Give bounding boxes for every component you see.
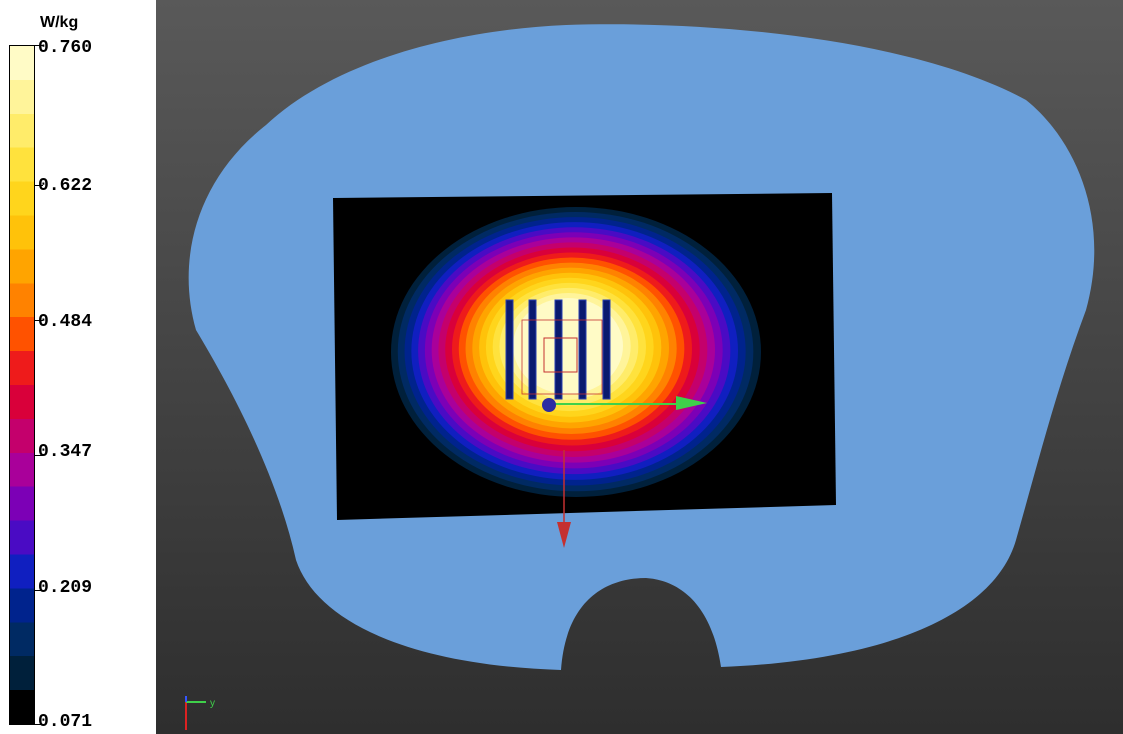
legend-tick-mark: [35, 455, 43, 456]
axis-triad-icon: y: [185, 696, 215, 730]
legend-tick-mark: [35, 185, 43, 186]
sar-map: [333, 193, 836, 548]
3d-viewport[interactable]: y: [156, 0, 1123, 734]
legend-unit-label: W/kg: [40, 14, 79, 31]
axis-x-arrow-icon: [676, 396, 707, 410]
legend-tick-min: 0.071: [38, 712, 93, 732]
axis-triad-label: y: [210, 698, 215, 709]
legend-colorbar: [9, 45, 35, 725]
legend-tick-mark: [35, 45, 43, 46]
sar-contours: [391, 207, 761, 497]
legend-tick-mark: [35, 590, 43, 591]
dipole-array: [505, 299, 611, 400]
color-legend: W/kg 0.760 0.622 0.484 0.347 0.209 0.071: [0, 0, 150, 734]
axis-z-arrow-icon: [557, 522, 571, 548]
legend-tick-3: 0.484: [38, 312, 93, 332]
legend-tick-max: 0.760: [38, 38, 93, 58]
legend-tick-5: 0.209: [38, 578, 93, 598]
legend-tick-4: 0.347: [38, 442, 93, 462]
origin-marker[interactable]: [542, 398, 556, 412]
legend-tick-2: 0.622: [38, 176, 93, 196]
sar-contour-band: [513, 298, 623, 394]
legend-tick-mark: [35, 724, 43, 725]
legend-tick-mark: [35, 320, 43, 321]
